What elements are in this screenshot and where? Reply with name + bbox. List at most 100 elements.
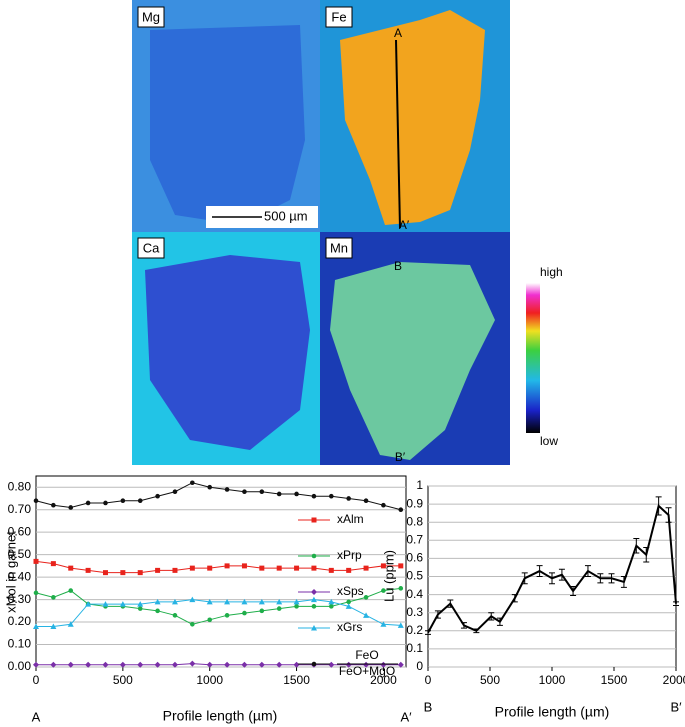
point <box>206 598 213 605</box>
point <box>276 606 282 611</box>
y-tick-label: 0.00 <box>8 659 32 673</box>
point <box>241 598 248 605</box>
point <box>224 661 231 668</box>
point <box>241 661 248 668</box>
point <box>154 661 161 668</box>
point <box>207 617 213 623</box>
point <box>276 565 282 571</box>
y-tick-label: 0.9 <box>406 496 423 510</box>
point <box>293 598 300 605</box>
y-tick-label: 1 <box>416 478 423 492</box>
point <box>380 661 387 668</box>
x-tick-label: 2000 <box>370 673 397 687</box>
x-tick-label: 1000 <box>539 673 566 687</box>
point <box>155 493 160 499</box>
point <box>381 502 386 508</box>
point <box>67 661 74 668</box>
element-maps: Mg Fe Ca Mn 500 µm A A′ B B′ high low <box>132 0 563 465</box>
x-tick-label: 1500 <box>601 673 628 687</box>
series-line <box>36 663 401 666</box>
point <box>68 565 74 571</box>
point <box>103 500 108 506</box>
point <box>137 606 143 611</box>
point <box>207 565 213 571</box>
point <box>363 498 369 504</box>
scale-bar-label: 500 µm <box>264 208 308 223</box>
point <box>137 601 144 607</box>
point <box>310 596 317 603</box>
colorbar-low: low <box>540 434 558 448</box>
point <box>259 489 265 495</box>
point <box>276 491 282 497</box>
point <box>311 625 317 631</box>
y-tick-label: 0.10 <box>8 637 32 651</box>
point <box>380 621 387 627</box>
point <box>345 603 352 609</box>
error-bar <box>597 573 604 584</box>
y-tick-label: 0.40 <box>8 569 32 583</box>
error-bar <box>434 610 441 619</box>
point <box>346 567 352 573</box>
grain <box>145 255 310 450</box>
error-bar <box>584 565 591 577</box>
point <box>242 489 247 495</box>
point <box>397 661 404 668</box>
point <box>328 661 335 668</box>
point <box>328 598 335 605</box>
point <box>137 570 143 576</box>
point <box>363 612 370 618</box>
point <box>50 623 57 630</box>
y-tick-label: 0.6 <box>406 551 423 565</box>
point <box>85 601 92 607</box>
x-tick-label: 500 <box>480 673 500 687</box>
endpoint-label: B <box>424 699 433 714</box>
y-tick-label: 0.60 <box>8 524 32 538</box>
point <box>363 595 369 600</box>
legend-label: FeO <box>355 648 378 662</box>
point <box>329 604 334 609</box>
point <box>242 610 247 616</box>
error-bar <box>643 547 650 563</box>
grain <box>330 262 495 460</box>
legend-label: xSps <box>337 584 364 598</box>
profile-marker: B <box>394 259 402 273</box>
point <box>328 567 334 573</box>
map-label-box <box>137 237 165 259</box>
point <box>224 487 230 492</box>
point <box>207 484 213 490</box>
y-tick-label: 0.7 <box>406 532 423 546</box>
error-bar <box>460 622 467 629</box>
point <box>311 661 317 667</box>
legend-label: xPrp <box>337 548 362 562</box>
profile-marker: A′ <box>399 218 410 232</box>
point <box>190 622 195 627</box>
point <box>397 622 404 628</box>
point <box>120 498 126 504</box>
point <box>206 661 213 668</box>
series-line <box>35 482 401 511</box>
x-tick-label: 2000 <box>663 673 685 687</box>
point <box>67 621 74 627</box>
map-label: Ca <box>143 240 160 255</box>
profile-marker: B′ <box>395 450 406 464</box>
endpoint-label: B′ <box>670 699 682 714</box>
point <box>189 565 195 571</box>
y-tick-label: 0 <box>416 659 423 673</box>
point <box>172 613 178 618</box>
point <box>85 500 91 506</box>
profile-line <box>395 39 401 229</box>
map-label-box <box>325 6 353 28</box>
x-tick-label: 0 <box>33 673 40 687</box>
colorbar-high: high <box>540 265 563 279</box>
point <box>68 505 74 510</box>
x-tick-label: 500 <box>113 673 133 687</box>
point <box>276 661 283 668</box>
endpoint-label: A′ <box>400 709 412 724</box>
point <box>190 480 195 486</box>
x-tick-label: 1000 <box>196 673 223 687</box>
point <box>259 608 265 614</box>
point <box>119 601 126 607</box>
x-tick-label: 0 <box>425 673 432 687</box>
error-bar <box>633 537 640 554</box>
point <box>50 661 57 668</box>
